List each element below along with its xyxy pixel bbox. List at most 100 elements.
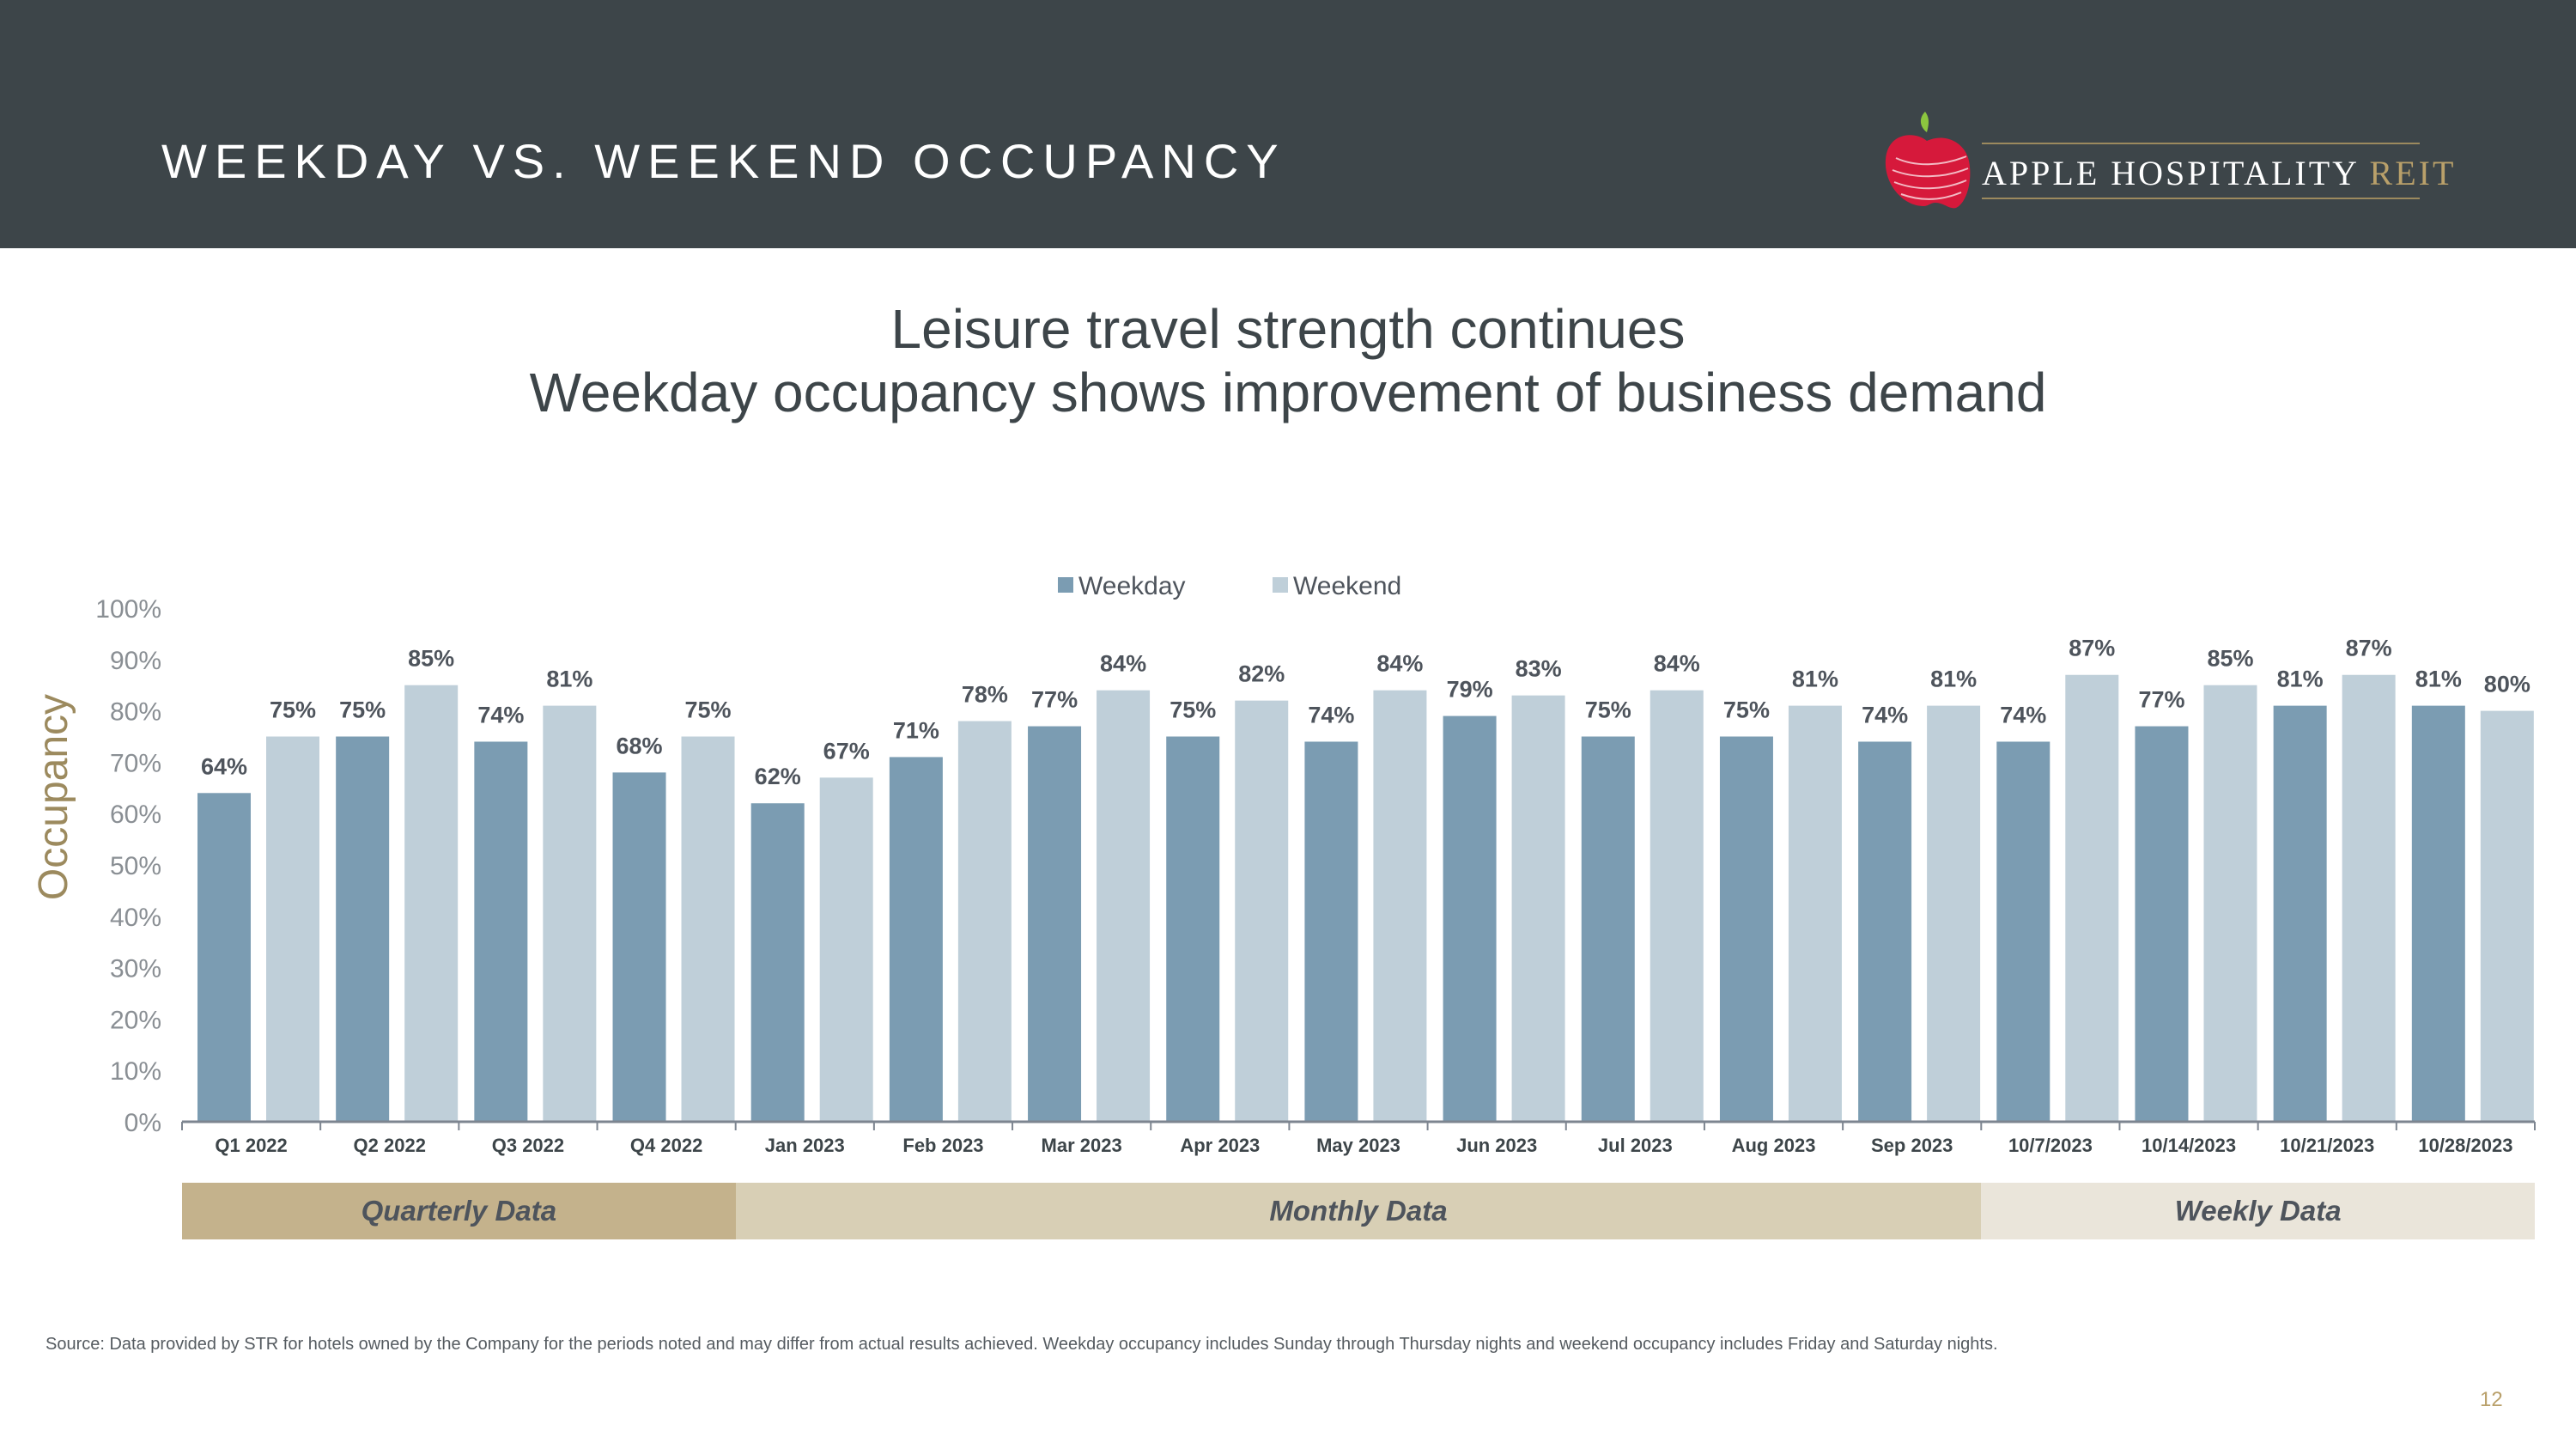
y-tick-label: 50% (110, 852, 161, 880)
bar-weekend-2 (543, 705, 597, 1122)
logo-wordmark: APPLE HOSPITALITY REIT (1982, 153, 2456, 193)
apple-logo-icon (1885, 112, 1971, 209)
y-axis-title: Occupancy (31, 694, 76, 900)
data-label-weekend: 81% (1930, 667, 1977, 692)
data-label-weekend: 87% (2346, 636, 2392, 661)
bar-weekday-2 (474, 741, 528, 1122)
x-category-label: Q1 2022 (215, 1135, 287, 1156)
logo-wordmark-main: APPLE HOSPITALITY (1982, 154, 2359, 192)
bar-weekday-5 (889, 757, 943, 1122)
source-note: Source: Data provided by STR for hotels … (46, 1335, 1998, 1354)
y-tick-label: 60% (110, 801, 161, 829)
bar-weekday-1 (336, 736, 390, 1122)
logo-divider-bottom (1982, 198, 2420, 199)
bar-weekday-15 (2273, 705, 2327, 1122)
data-label-weekday: 74% (1308, 702, 1354, 728)
data-label-weekday: 81% (2277, 667, 2324, 692)
subtitle-line-2: Weekday occupancy shows improvement of b… (529, 362, 2047, 423)
legend-swatch-weekend (1273, 577, 1288, 593)
data-label-weekend: 75% (270, 697, 316, 723)
data-label-weekday: 71% (893, 717, 939, 743)
page-number: 12 (2480, 1388, 2503, 1411)
data-label-weekday: 77% (1031, 687, 1078, 713)
y-tick-label: 90% (110, 647, 161, 675)
x-category-label: Feb 2023 (902, 1135, 983, 1156)
data-label-weekday: 77% (2138, 687, 2184, 713)
y-tick-label: 40% (110, 904, 161, 932)
period-band-quarterly-data: Quarterly Data (182, 1183, 736, 1239)
bar-weekday-13 (1996, 741, 2050, 1122)
x-category-label: Jun 2023 (1456, 1135, 1537, 1156)
bar-weekday-3 (612, 772, 666, 1122)
data-label-weekday: 74% (2000, 702, 2046, 728)
subtitle-line-1: Leisure travel strength continues (890, 298, 1686, 360)
x-category-label: Apr 2023 (1180, 1135, 1260, 1156)
data-label-weekend: 83% (1516, 656, 1562, 682)
bar-weekend-11 (1788, 705, 1842, 1122)
y-tick-label: 20% (110, 1006, 161, 1034)
bar-weekend-6 (1097, 690, 1151, 1122)
data-label-weekday: 75% (1585, 697, 1631, 723)
data-label-weekend: 67% (823, 738, 870, 764)
legend-label-weekend: Weekend (1293, 572, 1401, 600)
data-label-weekend: 87% (2069, 636, 2115, 661)
bar-weekend-13 (2065, 674, 2119, 1122)
bar-weekday-6 (1028, 726, 1082, 1122)
bar-weekend-10 (1649, 690, 1704, 1122)
bar-weekend-15 (2342, 674, 2396, 1122)
bar-weekday-10 (1581, 736, 1635, 1122)
bar-weekend-9 (1511, 695, 1565, 1122)
data-label-weekend: 85% (408, 646, 454, 672)
x-category-label: Q4 2022 (630, 1135, 702, 1156)
data-label-weekend: 84% (1654, 651, 1700, 677)
legend-label-weekday: Weekday (1078, 572, 1186, 600)
y-tick-label: 100% (95, 595, 161, 624)
data-label-weekend: 81% (1792, 667, 1838, 692)
x-category-label: Jan 2023 (765, 1135, 845, 1156)
page-title: WEEKDAY VS. WEEKEND OCCUPANCY (161, 134, 1286, 188)
logo-wordmark-reit: REIT (2369, 154, 2457, 192)
bar-weekday-9 (1443, 715, 1497, 1122)
y-tick-label: 80% (110, 698, 161, 727)
x-category-label: Q3 2022 (492, 1135, 564, 1156)
bar-weekend-7 (1235, 700, 1289, 1122)
x-category-label: 10/14/2023 (2142, 1135, 2236, 1156)
bar-weekend-4 (819, 777, 873, 1122)
y-tick-label: 10% (110, 1057, 161, 1086)
x-category-label: Jul 2023 (1598, 1135, 1673, 1156)
data-label-weekday: 74% (1862, 702, 1908, 728)
bar-weekday-8 (1304, 741, 1358, 1122)
x-category-label: Q2 2022 (354, 1135, 426, 1156)
bar-weekend-0 (266, 736, 319, 1122)
data-label-weekend: 82% (1238, 661, 1285, 687)
x-category-label: Mar 2023 (1042, 1135, 1122, 1156)
x-category-label: 10/21/2023 (2280, 1135, 2374, 1156)
x-category-label: Sep 2023 (1871, 1135, 1953, 1156)
period-band-weekly-data: Weekly Data (1981, 1183, 2535, 1239)
bar-weekday-14 (2135, 726, 2189, 1122)
bar-weekday-16 (2411, 705, 2465, 1122)
data-label-weekday: 79% (1447, 677, 1493, 703)
data-label-weekend: 80% (2484, 672, 2530, 697)
data-label-weekday: 75% (1170, 697, 1216, 723)
data-label-weekend: 85% (2207, 646, 2253, 672)
data-label-weekday: 74% (477, 702, 524, 728)
bar-weekend-12 (1927, 705, 1981, 1122)
x-category-label: May 2023 (1316, 1135, 1400, 1156)
bar-weekday-11 (1719, 736, 1773, 1122)
bar-weekend-16 (2480, 710, 2534, 1122)
bar-weekend-1 (404, 685, 459, 1122)
bar-weekday-4 (750, 803, 805, 1122)
data-label-weekend: 84% (1376, 651, 1423, 677)
data-label-weekday: 81% (2415, 667, 2462, 692)
bar-weekend-8 (1373, 690, 1427, 1122)
data-label-weekday: 68% (617, 733, 663, 758)
x-category-label: 10/7/2023 (2008, 1135, 2093, 1156)
period-band-monthly-data: Monthly Data (735, 1183, 1982, 1239)
data-label-weekend: 81% (546, 667, 592, 692)
data-label-weekday: 75% (1723, 697, 1770, 723)
data-label-weekday: 75% (339, 697, 386, 723)
bar-weekend-14 (2203, 685, 2257, 1122)
data-label-weekend: 75% (685, 697, 732, 723)
